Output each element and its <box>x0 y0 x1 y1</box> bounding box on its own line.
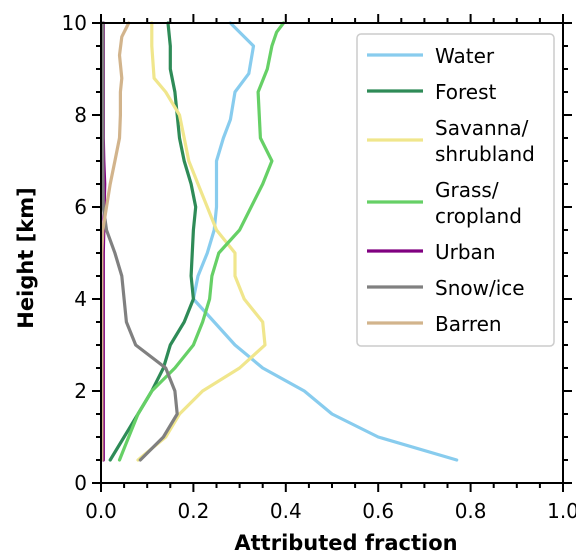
legend-label-0: Water <box>435 44 495 68</box>
legend-box <box>356 33 555 347</box>
legend: Water Forest Savanna/shrubland Grass/cropla… <box>356 33 555 347</box>
x-axis-title: Attributed fraction <box>234 531 457 555</box>
series-line-2 <box>136 21 267 462</box>
x-tick-label: 0.6 <box>362 499 394 523</box>
y-tick-label: 2 <box>74 379 87 403</box>
legend-label-2: Savanna/shrubland <box>435 116 535 166</box>
x-tick-label: 0.4 <box>270 499 302 523</box>
legend-label-4: Urban <box>435 240 496 264</box>
legend-label-1: Forest <box>435 80 497 104</box>
x-tick-label: 0.2 <box>177 499 209 523</box>
series-line-3 <box>117 21 286 462</box>
series-line-6 <box>100 21 131 462</box>
x-tick-label: 0.8 <box>455 499 487 523</box>
x-tick-label: 1.0 <box>547 499 576 523</box>
legend-label-6: Barren <box>435 312 502 336</box>
y-tick-label: 10 <box>62 11 87 35</box>
y-tick-label: 8 <box>74 103 87 127</box>
y-tick-label: 0 <box>74 471 87 495</box>
x-tick-label: 0.0 <box>85 499 117 523</box>
series-line-0 <box>191 21 459 462</box>
y-tick-label: 4 <box>74 287 87 311</box>
legend-label-5: Snow/ice <box>435 276 525 300</box>
series-line-5 <box>101 21 179 462</box>
y-axis-title: Height [km] <box>14 187 38 328</box>
series-line-1 <box>108 21 198 462</box>
ticks-layer: 0.0 0.2 0.4 0.6 0.8 1.0 0 2 4 6 8 10 <box>62 11 576 523</box>
y-tick-label: 6 <box>74 195 87 219</box>
legend-label-3: Grass/cropland <box>435 178 522 228</box>
